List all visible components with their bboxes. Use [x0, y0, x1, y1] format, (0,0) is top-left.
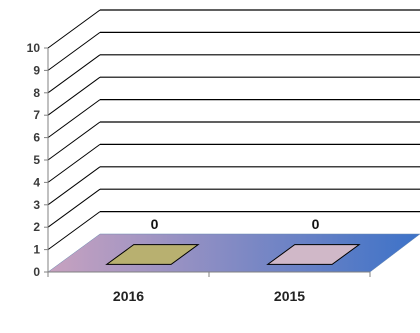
gridline-diagonal: [47, 121, 101, 161]
gridlines: [47, 9, 420, 251]
chart-floor: [47, 233, 420, 273]
bar-2015: [266, 244, 361, 265]
bars: [105, 244, 361, 265]
x-axis-categories: 2016 2015: [113, 288, 305, 304]
y-tick-label: 1: [33, 243, 40, 257]
y-tick-label: 5: [33, 153, 40, 167]
gridline-diagonal: [47, 166, 101, 206]
gridline-diagonal: [47, 76, 101, 116]
y-tick-label: 0: [33, 265, 40, 279]
y-tick-label: 4: [33, 175, 40, 189]
gridline-diagonal: [47, 31, 101, 71]
y-tick-label: 3: [33, 198, 40, 212]
y-tick-label: 8: [33, 86, 40, 100]
y-tick-label: 6: [33, 131, 40, 145]
y-tick-label: 9: [33, 63, 40, 77]
x-category-label: 2016: [113, 288, 144, 304]
data-label-2015: 0: [312, 216, 320, 232]
data-label-2016: 0: [151, 216, 159, 232]
y-axis-ticks: 0 1 2 3 4 5 6 7 8 9 10: [27, 41, 48, 279]
gridline-diagonal: [47, 99, 101, 139]
bar-2016: [105, 244, 200, 265]
gridline-diagonal: [47, 143, 101, 183]
y-tick-label: 10: [27, 41, 41, 55]
floor-plane: [47, 233, 420, 273]
gridline-diagonal: [47, 9, 101, 49]
x-category-label: 2015: [274, 288, 305, 304]
gridline-diagonal: [47, 54, 101, 94]
y-tick-label: 7: [33, 108, 40, 122]
gridline-diagonal: [47, 211, 101, 251]
gridline-diagonal: [47, 188, 101, 228]
y-tick-label: 2: [33, 220, 40, 234]
